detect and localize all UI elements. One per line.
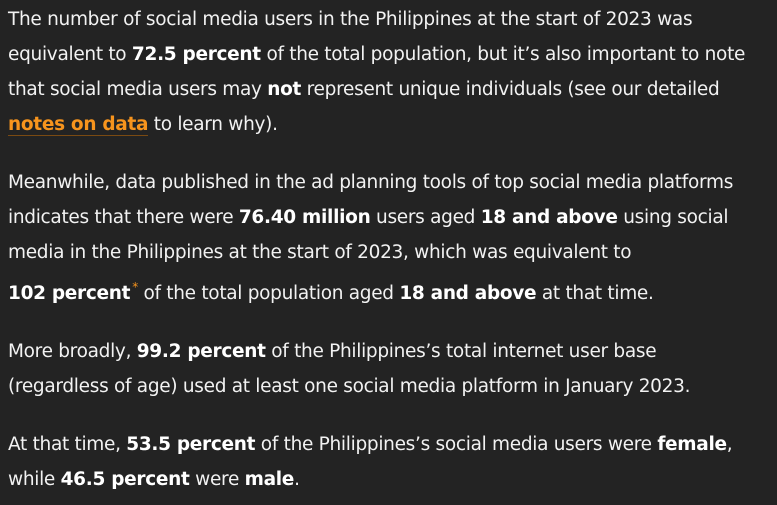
bold-text: not bbox=[267, 79, 302, 100]
text: media in the Philippines at the start of… bbox=[8, 242, 632, 263]
bold-text: 102 percent bbox=[8, 283, 131, 304]
bold-text: 72.5 percent bbox=[131, 44, 261, 65]
text-line: 102 percent * of the total population age… bbox=[8, 270, 777, 311]
text-line: media in the Philippines at the start of… bbox=[8, 235, 777, 270]
bold-text: 18 and above bbox=[399, 283, 537, 304]
footnote-asterisk: * bbox=[132, 280, 138, 294]
text: represent unique individuals (see our de… bbox=[301, 79, 720, 100]
text-line: equivalent to 72.5 percent of the total … bbox=[8, 37, 777, 72]
text-line: More broadly, 99.2 percent of the Philip… bbox=[8, 334, 777, 369]
paragraph: Meanwhile, data published in the ad plan… bbox=[8, 165, 777, 311]
bold-text: 99.2 percent bbox=[136, 341, 266, 362]
text: of the Philippines’s social media users … bbox=[255, 434, 658, 455]
bold-text: 53.5 percent bbox=[126, 434, 256, 455]
paragraph: The number of social media users in the … bbox=[8, 2, 777, 142]
text: using social bbox=[617, 207, 729, 228]
text: users aged bbox=[370, 207, 481, 228]
text: equivalent to bbox=[8, 44, 132, 65]
text: of the Philippines’s total internet user… bbox=[265, 341, 657, 362]
text: that social media users may bbox=[8, 79, 268, 100]
text: , bbox=[726, 434, 733, 455]
text: of the total population aged bbox=[137, 283, 400, 304]
paragraph: More broadly, 99.2 percent of the Philip… bbox=[8, 334, 777, 404]
text-line: Meanwhile, data published in the ad plan… bbox=[8, 165, 777, 200]
text: (regardless of age) used at least one so… bbox=[8, 376, 691, 397]
text-line: while 46.5 percent were male. bbox=[8, 462, 777, 497]
text: . bbox=[294, 469, 300, 490]
bold-text: male bbox=[244, 469, 295, 490]
notes-on-data-link[interactable]: notes on data bbox=[8, 114, 149, 136]
text: indicates that there were bbox=[8, 207, 239, 228]
text-line: indicates that there were 76.40 million … bbox=[8, 200, 777, 235]
text: More broadly, bbox=[8, 341, 137, 362]
paragraph: At that time, 53.5 percent of the Philip… bbox=[8, 427, 777, 497]
text-line: that social media users may not represen… bbox=[8, 72, 777, 107]
text-line: (regardless of age) used at least one so… bbox=[8, 369, 777, 404]
bold-text: 46.5 percent bbox=[60, 469, 190, 490]
text: were bbox=[189, 469, 245, 490]
text: while bbox=[8, 469, 61, 490]
text-line: notes on data to learn why). bbox=[8, 107, 777, 142]
text: The number of social media users in the … bbox=[8, 9, 693, 30]
text-line: The number of social media users in the … bbox=[8, 2, 777, 37]
bold-text: 76.40 million bbox=[238, 207, 371, 228]
bold-text: female bbox=[657, 434, 727, 455]
text: Meanwhile, data published in the ad plan… bbox=[8, 172, 734, 193]
text: to learn why). bbox=[148, 114, 278, 135]
bold-text: 18 and above bbox=[480, 207, 618, 228]
text-line: At that time, 53.5 percent of the Philip… bbox=[8, 427, 777, 462]
text: At that time, bbox=[8, 434, 127, 455]
text: of the total population, but it’s also i… bbox=[260, 44, 746, 65]
text: at that time. bbox=[536, 283, 654, 304]
